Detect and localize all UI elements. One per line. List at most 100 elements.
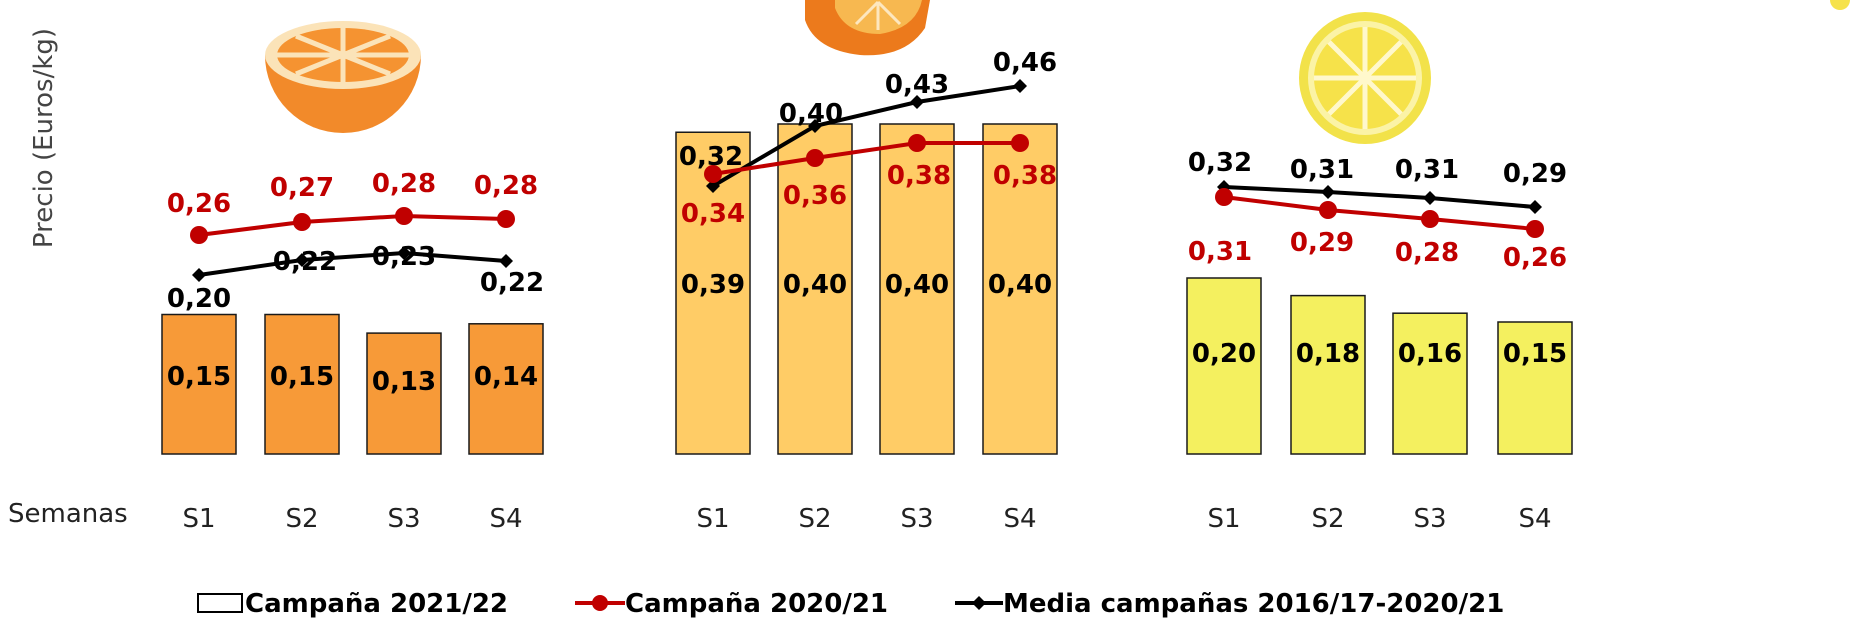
bar: [468, 323, 544, 455]
red-series-value-label: 0,26: [1503, 243, 1567, 273]
red-series-value-label: 0,38: [993, 161, 1057, 191]
black-series-value-label: 0,32: [1188, 148, 1252, 178]
legend-item-bars: Campaña 2021/22: [197, 589, 508, 619]
red-series-value-label: 0,31: [1188, 237, 1252, 267]
bar-value-label: 0,15: [270, 362, 334, 392]
bar: [1186, 277, 1262, 455]
chart-panel-3: 0,20 0,18 0,16 0,15 0,31 0,29 0,28 0,26 0,32 0,31…: [1186, 148, 1573, 534]
red-series-line: [198, 213, 507, 237]
bar-value-label: 0,18: [1296, 339, 1360, 369]
legend-label-black: Media campañas 2016/17-2020/21: [1003, 589, 1504, 619]
x-tick-label: S3: [900, 504, 933, 534]
bar-value-label: 0,20: [1192, 339, 1256, 369]
black-series-marker: [1423, 191, 1437, 205]
bar-value-label: 0,40: [988, 270, 1052, 300]
red-series-line: [1223, 195, 1536, 231]
red-series-value-label: 0,27: [270, 173, 334, 203]
x-tick-label: S4: [1003, 504, 1036, 534]
bar: [161, 313, 237, 455]
bar-value-label: 0,40: [885, 270, 949, 300]
bar-value-label: 0,16: [1398, 339, 1462, 369]
black-series-marker: [1321, 185, 1335, 199]
black-series-value-label: 0,46: [993, 48, 1057, 78]
bar-value-label: 0,39: [681, 270, 745, 300]
black-series-value-label: 0,22: [480, 268, 544, 298]
x-tick-label: S2: [798, 504, 831, 534]
red-series-value-label: 0,34: [681, 199, 745, 229]
red-series-value-label: 0,38: [887, 161, 951, 191]
black-series-value-label: 0,40: [779, 99, 843, 129]
black-series-marker: [499, 254, 513, 268]
bar: [982, 123, 1058, 455]
bar: [1497, 321, 1573, 455]
black-series-marker: [397, 246, 411, 260]
red-series-marker: [395, 207, 413, 225]
bar-value-label: 0,15: [167, 362, 231, 392]
black-series-value-label: 0,20: [167, 284, 231, 314]
black-series-marker: [192, 268, 206, 282]
red-series-marker: [1319, 201, 1337, 219]
bar: [366, 332, 442, 455]
bar: [1392, 312, 1468, 455]
orange-slice-icon: [805, 0, 930, 56]
red-series-marker: [190, 226, 208, 244]
red-series-value-label: 0,28: [372, 169, 436, 199]
red-series-marker: [1526, 220, 1544, 238]
legend-label-red: Campaña 2020/21: [625, 589, 888, 619]
x-tick-label: S4: [489, 504, 522, 534]
chart-panel-2: 0,39 0,40 0,40 0,40 0,34 0,36 0,38 0,38 0,32 0,40…: [675, 48, 1058, 534]
red-series-marker: [908, 134, 926, 152]
black-series-value-label: 0,23: [372, 242, 436, 272]
red-series-value-label: 0,28: [1395, 238, 1459, 268]
red-series-marker: [1215, 188, 1233, 206]
bar-value-label: 0,40: [783, 270, 847, 300]
red-series-value-label: 0,28: [474, 171, 538, 201]
legend-swatch-black-marker: [972, 596, 986, 610]
black-series-marker: [910, 95, 924, 109]
black-series-marker: [808, 119, 822, 133]
black-series-value-label: 0,29: [1503, 159, 1567, 189]
bar: [879, 123, 955, 455]
black-series-line: [711, 84, 1021, 188]
legend-swatch-red-marker: [592, 595, 608, 611]
red-series-value-label: 0,29: [1290, 228, 1354, 258]
black-series-marker: [1528, 200, 1542, 214]
red-series-marker: [293, 213, 311, 231]
chart-panel-1: 0,15 0,15 0,13 0,14 0,26 0,27 0,28 0,28 0,20 0,22…: [161, 169, 544, 534]
black-series-value-label: 0,43: [885, 70, 949, 100]
x-tick-label: S2: [1311, 504, 1344, 534]
bar-value-label: 0,13: [372, 367, 436, 397]
red-series-marker: [806, 149, 824, 167]
red-series-line: [712, 141, 1020, 176]
black-series-value-label: 0,32: [679, 142, 743, 172]
red-series-value-label: 0,36: [783, 181, 847, 211]
bar: [1290, 294, 1366, 455]
y-axis-title: Precio (Euros/kg): [29, 28, 59, 248]
red-series-marker: [497, 210, 515, 228]
x-tick-label: S1: [696, 504, 729, 534]
x-tick-label: S3: [1413, 504, 1446, 534]
legend-item-black: Media campañas 2016/17-2020/21: [955, 589, 1504, 619]
black-series-value-label: 0,31: [1290, 155, 1354, 185]
legend: Campaña 2021/22 Campaña 2020/21 Media ca…: [197, 589, 1504, 619]
chart-panels: 0,15 0,15 0,13 0,14 0,26 0,27 0,28 0,28 0,20 0,22…: [161, 48, 1573, 534]
x-tick-label: S1: [1207, 504, 1240, 534]
x-tick-label: S3: [387, 504, 420, 534]
bar-value-label: 0,14: [474, 362, 538, 392]
legend-item-red: Campaña 2020/21: [575, 589, 888, 619]
black-series-line: [198, 250, 507, 277]
x-tick-label: S2: [285, 504, 318, 534]
legend-swatch-bar: [197, 593, 243, 613]
x-tick-label: S1: [182, 504, 215, 534]
x-axis-title: Semanas: [8, 499, 128, 529]
red-series-marker: [1011, 134, 1029, 152]
x-tick-label: S4: [1518, 504, 1551, 534]
black-series-marker: [295, 253, 309, 267]
lemon-slice-icon: [1299, 0, 1850, 144]
black-series-marker: [706, 179, 720, 193]
orange-half-icon: [265, 21, 421, 133]
black-series-value-label: 0,22: [273, 247, 337, 277]
black-series-marker: [1013, 79, 1027, 93]
